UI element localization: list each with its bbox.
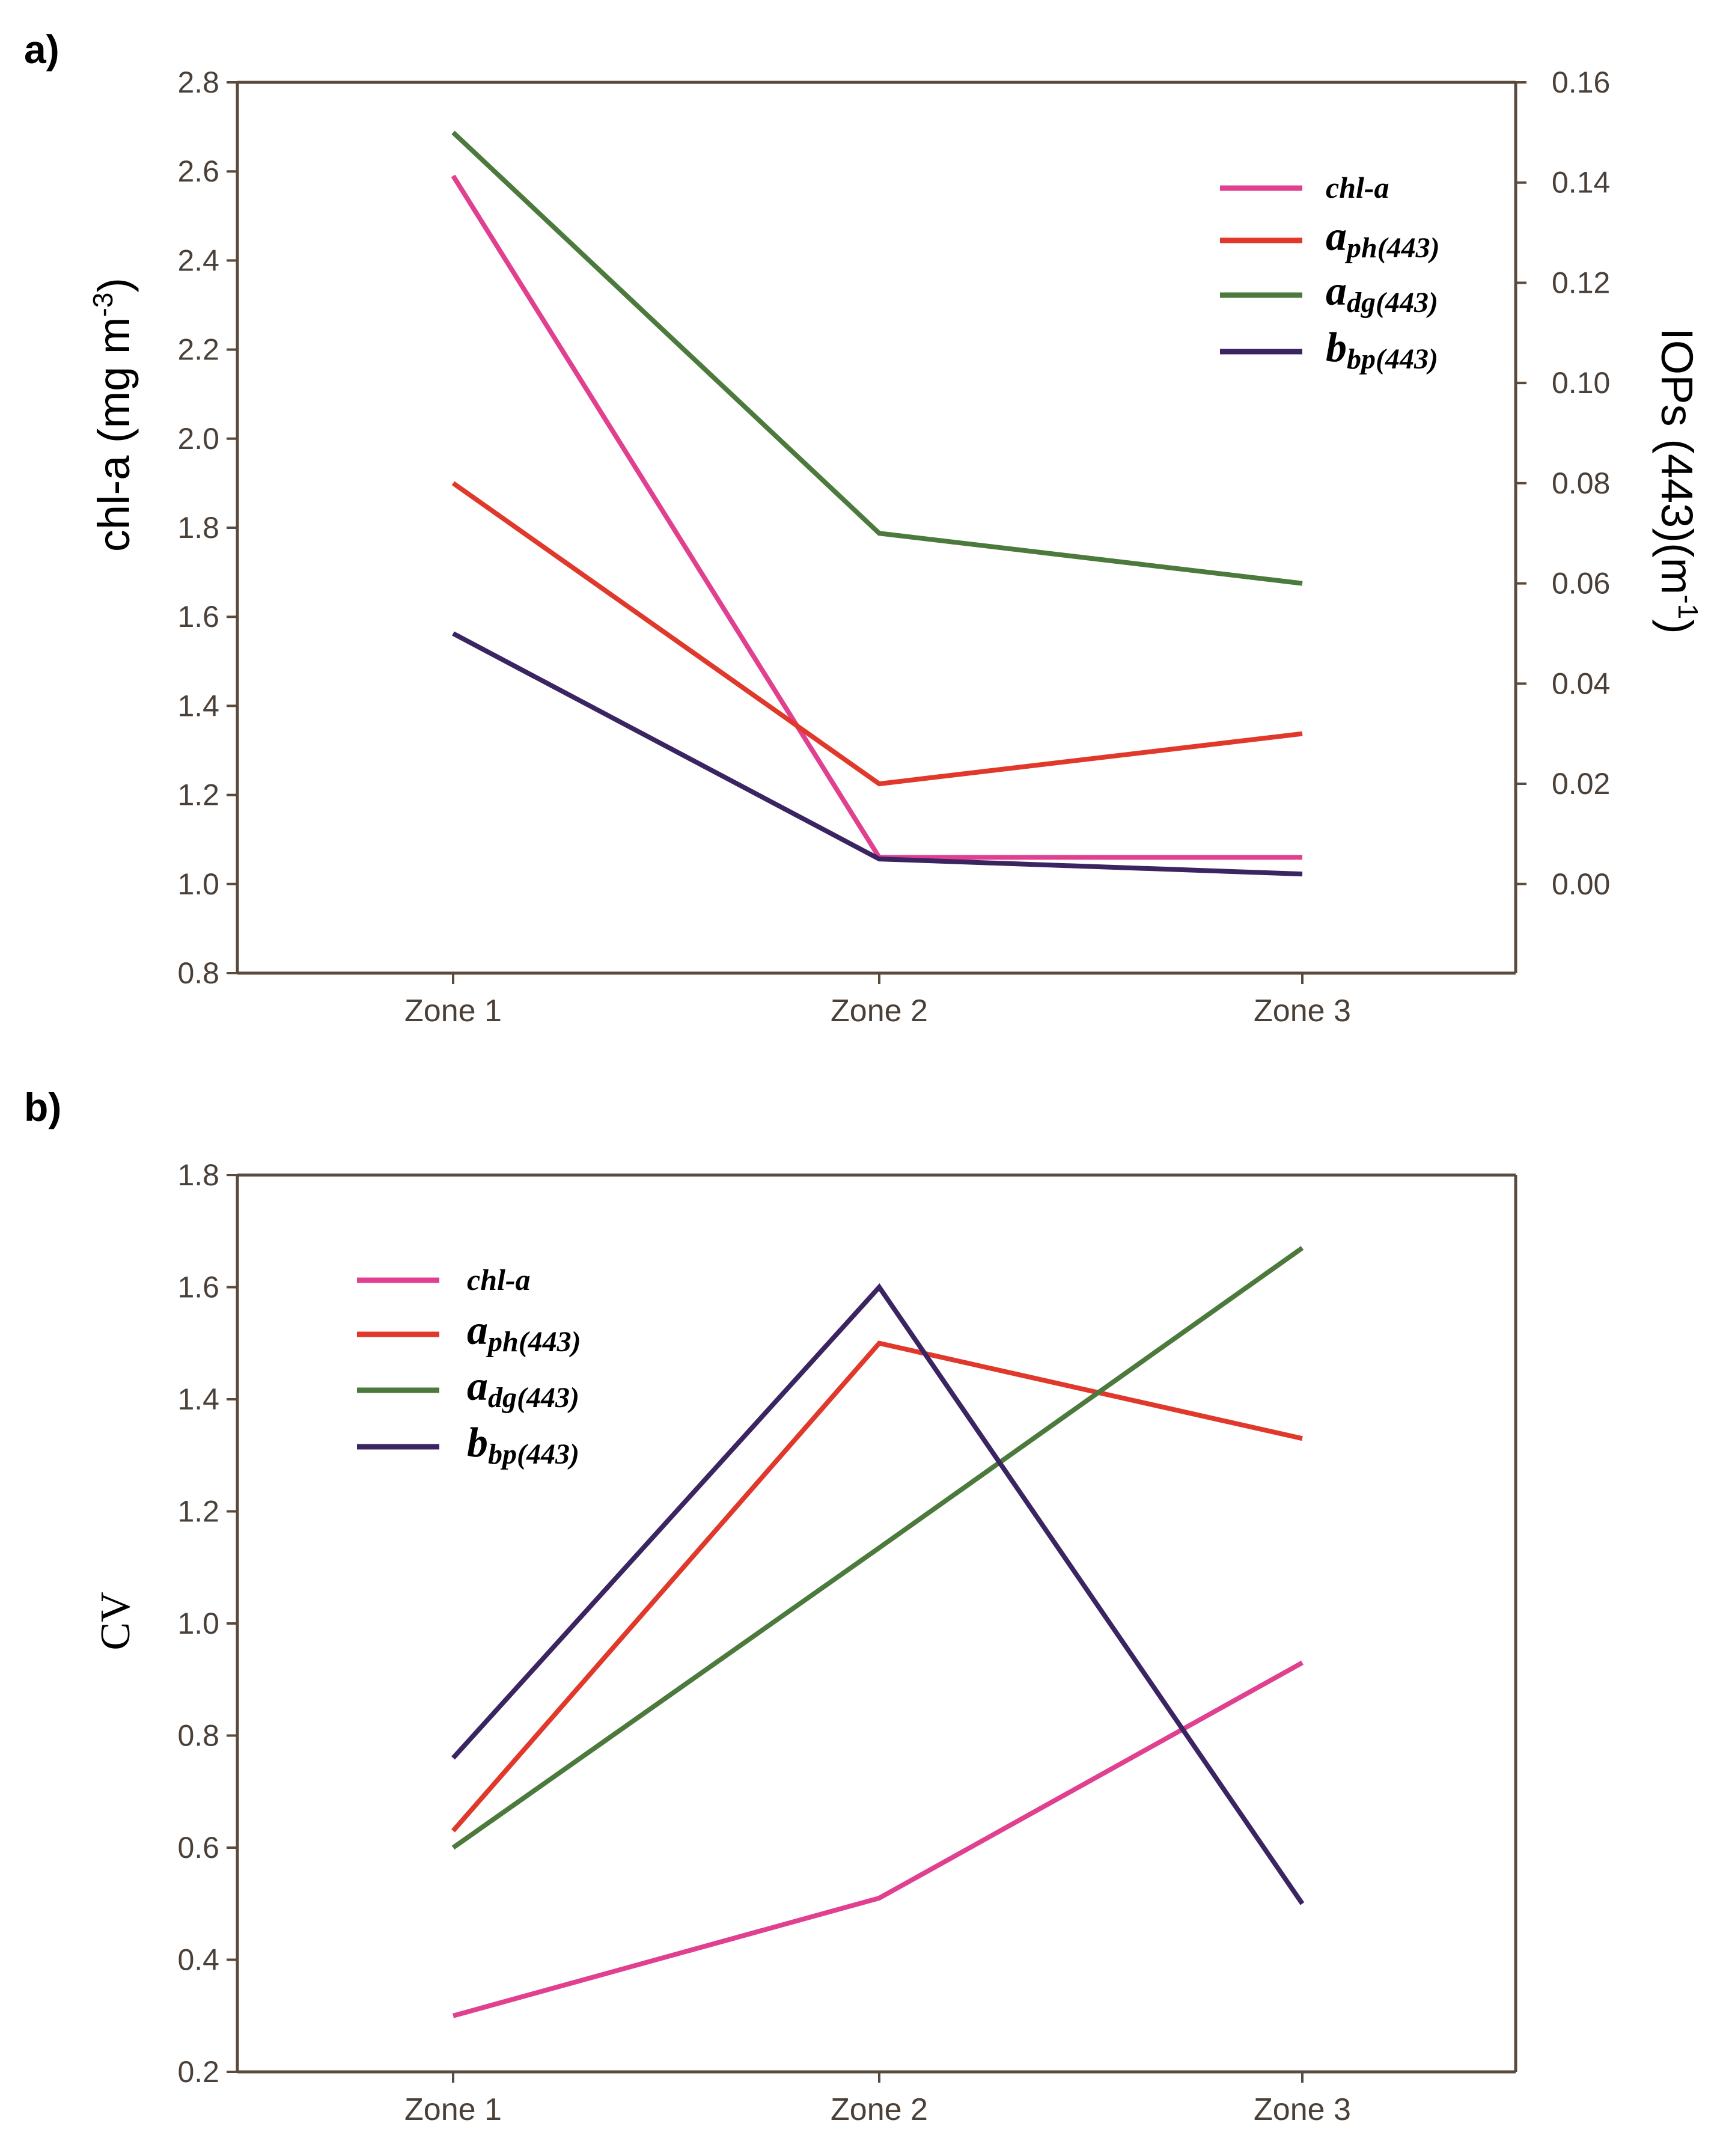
y-axis-label-right: IOPs (443)(m-1) <box>1652 328 1704 634</box>
x-tick-label: Zone 3 <box>1254 994 1351 1028</box>
y2-tick-label: 0.14 <box>1552 166 1610 200</box>
legend-label-bbp(443): bbp(443) <box>467 1420 579 1470</box>
legend-label-sub: bp(443) <box>1347 343 1438 375</box>
legend-label-chl-a: chl-a <box>1326 171 1389 204</box>
legend-label-adg(443): adg(443) <box>1326 268 1438 319</box>
y-tick-label: 1.4 <box>177 1382 219 1416</box>
series-line-bbp(443) <box>451 1283 1305 1905</box>
x-tick-label: Zone 1 <box>404 2092 502 2127</box>
y-axis-label-left: chl-a (mg m-3) <box>87 278 139 552</box>
y2-tick-label: 0.02 <box>1552 767 1610 801</box>
y-tick-label: 0.8 <box>177 956 219 990</box>
y-tick-label: 1.4 <box>177 689 219 722</box>
y-tick-label: 0.4 <box>177 1943 219 1977</box>
legend-label-adg(443): adg(443) <box>467 1363 579 1414</box>
y-tick-label: 1.0 <box>177 867 219 901</box>
legend-label-chl-a: chl-a <box>467 1263 531 1296</box>
series-line-aph(443) <box>451 1340 1303 1833</box>
x-tick-label: Zone 3 <box>1254 2092 1351 2127</box>
y2-tick-label: 0.06 <box>1552 567 1610 600</box>
legend-label-main: b <box>467 1420 488 1466</box>
legend-label-main: chl-a <box>467 1263 531 1296</box>
y2-tick-label: 0.12 <box>1552 266 1610 299</box>
series-line-adg(443) <box>451 130 1303 586</box>
y-axis-label: CV <box>93 1592 139 1650</box>
y2-tick-label: 0.08 <box>1552 466 1610 500</box>
panel-label-b: b) <box>24 1085 61 1129</box>
y-tick-label: 0.2 <box>177 2055 219 2089</box>
y-tick-label: 1.6 <box>177 1271 219 1304</box>
series-line-aph(443) <box>451 481 1303 787</box>
y2-tick-label: 0.10 <box>1552 366 1610 400</box>
legend-label-sub: ph(443) <box>486 1326 581 1358</box>
y-tick-label: 2.4 <box>177 243 219 277</box>
legend-label-aph(443): aph(443) <box>1326 213 1440 264</box>
chart-b: b) CV 0.2 0.4 0.6 0.8 1.0 1.2 1.4 1.6 1.8 Zone 1 Z… <box>24 1085 1517 2127</box>
series-line-chl-a <box>452 1660 1304 2018</box>
y2-tick-label: 0.00 <box>1552 867 1610 901</box>
legend-label-main: a <box>1326 268 1347 314</box>
chart-a: a) chl-a (mg m-3) IOPs (443)(m-1) 0.8 1.0… <box>24 27 1704 1028</box>
series-line-adg(443) <box>451 1245 1304 1850</box>
y-tick-label: 1.8 <box>177 511 219 545</box>
y-tick-label: 1.8 <box>177 1158 219 1192</box>
y-tick-label: 2.0 <box>177 422 219 456</box>
series-line-bbp(443) <box>452 631 1303 877</box>
y2-tick-label: 0.16 <box>1552 66 1610 99</box>
y-tick-label: 2.8 <box>177 66 219 99</box>
legend-label-main: a <box>1326 213 1347 260</box>
legend-label-main: b <box>1326 325 1347 371</box>
y-tick-label: 1.2 <box>177 778 219 812</box>
legend-label-sub: dg(443) <box>1347 287 1438 319</box>
legend-label-main: a <box>467 1307 488 1354</box>
legend-label-main: a <box>467 1363 488 1409</box>
y2-tick-label: 0.04 <box>1552 667 1610 700</box>
x-tick-label: Zone 2 <box>831 2092 928 2127</box>
y-tick-label: 1.6 <box>177 600 219 634</box>
legend-label-bbp(443): bbp(443) <box>1326 325 1438 375</box>
x-tick-label: Zone 2 <box>831 994 928 1028</box>
legend-label-sub: ph(443) <box>1344 232 1440 264</box>
y-tick-label: 0.6 <box>177 1831 219 1864</box>
x-tick-label: Zone 1 <box>404 994 502 1028</box>
y-tick-label: 1.0 <box>177 1607 219 1640</box>
legend-label-main: chl-a <box>1326 171 1389 204</box>
legend-label-sub: dg(443) <box>488 1382 579 1414</box>
y-tick-label: 1.2 <box>177 1495 219 1528</box>
series-line-chl-a <box>451 174 1302 860</box>
y-tick-label: 2.2 <box>177 333 219 367</box>
legend-label-sub: bp(443) <box>488 1438 579 1470</box>
panel-label-a: a) <box>24 27 59 72</box>
y-tick-label: 0.8 <box>177 1719 219 1753</box>
y-tick-label: 2.6 <box>177 154 219 188</box>
legend-label-aph(443): aph(443) <box>467 1307 581 1358</box>
